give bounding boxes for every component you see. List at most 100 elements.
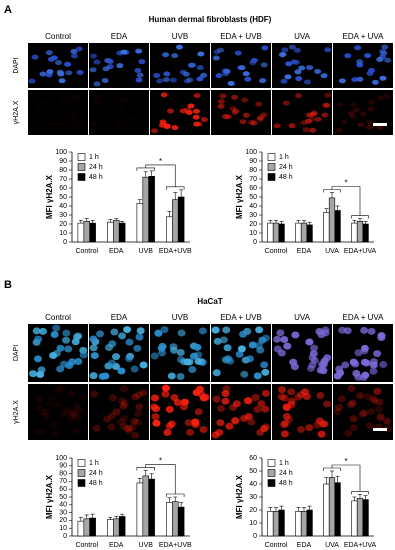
cell-nucleus bbox=[52, 324, 61, 332]
cell-nucleus bbox=[41, 412, 50, 420]
cell-nucleus bbox=[192, 108, 200, 114]
cell-nucleus bbox=[34, 403, 43, 411]
y-tick-label: 100 bbox=[245, 149, 257, 156]
cell-nucleus bbox=[194, 357, 203, 365]
cell-nucleus bbox=[150, 352, 159, 360]
cell-nucleus bbox=[305, 424, 314, 432]
cell-nucleus bbox=[244, 397, 253, 405]
cell-nucleus bbox=[29, 370, 38, 378]
cell-nucleus bbox=[89, 335, 98, 343]
y-axis-label: MFI γH2A.X bbox=[45, 474, 54, 519]
legend-swatch bbox=[77, 479, 86, 487]
cell-nucleus bbox=[116, 63, 124, 69]
cell-nucleus bbox=[352, 369, 361, 377]
cell-nucleus bbox=[288, 44, 296, 50]
cell-nucleus bbox=[127, 115, 134, 120]
legend-label: 48 h bbox=[279, 480, 293, 487]
y-tick-label: 40 bbox=[59, 203, 67, 210]
bar bbox=[118, 222, 126, 243]
bar bbox=[272, 222, 280, 243]
cell-nucleus bbox=[93, 59, 101, 65]
bar bbox=[177, 196, 185, 243]
significance-mark: * bbox=[344, 179, 347, 188]
cell-nucleus bbox=[314, 116, 322, 122]
y-tick-label: 70 bbox=[59, 176, 67, 183]
micrograph bbox=[89, 90, 149, 135]
cell-nucleus bbox=[70, 113, 78, 119]
bar bbox=[351, 222, 358, 243]
cell-nucleus bbox=[250, 120, 258, 126]
cell-nucleus bbox=[217, 103, 225, 109]
cell-nucleus bbox=[162, 77, 170, 83]
cell-nucleus bbox=[294, 47, 302, 53]
bracket bbox=[323, 467, 341, 471]
cell-nucleus bbox=[171, 125, 179, 131]
panel-label: B bbox=[4, 279, 12, 291]
y-tick-label: 80 bbox=[59, 470, 67, 477]
cell-nucleus bbox=[65, 362, 74, 370]
cell-nucleus bbox=[187, 103, 195, 109]
bar bbox=[166, 502, 173, 537]
cell-nucleus bbox=[90, 352, 99, 360]
cell-nucleus bbox=[273, 335, 282, 343]
cell-nucleus bbox=[161, 390, 170, 398]
cell-nucleus bbox=[315, 417, 324, 425]
cell-nucleus bbox=[377, 332, 386, 340]
cell-nucleus bbox=[135, 127, 142, 132]
cell-nucleus bbox=[217, 47, 225, 53]
cell-nucleus bbox=[89, 67, 97, 73]
bar bbox=[148, 176, 155, 243]
micrograph bbox=[272, 90, 332, 135]
column-label: EDA + UVA bbox=[343, 32, 385, 41]
bar bbox=[328, 197, 336, 243]
x-tick-label: Control bbox=[265, 248, 288, 255]
cell-nucleus bbox=[37, 366, 46, 374]
cell-nucleus bbox=[134, 391, 143, 399]
cell-nucleus bbox=[356, 76, 364, 82]
cell-nucleus bbox=[247, 418, 256, 426]
cell-nucleus bbox=[261, 389, 270, 397]
y-tick-label: 70 bbox=[59, 478, 67, 485]
cell-nucleus bbox=[35, 428, 44, 436]
cell-nucleus bbox=[120, 399, 129, 407]
cell-nucleus bbox=[256, 428, 265, 436]
cell-nucleus bbox=[119, 422, 128, 430]
cell-nucleus bbox=[151, 128, 159, 134]
cell-nucleus bbox=[133, 418, 142, 426]
cell-nucleus bbox=[64, 345, 73, 353]
cell-nucleus bbox=[308, 116, 316, 122]
cell-nucleus bbox=[357, 122, 365, 128]
y-tick-label: 60 bbox=[249, 185, 257, 192]
y-tick-label: 100 bbox=[55, 149, 67, 156]
y-tick-label: 10 bbox=[59, 525, 67, 532]
cell-nucleus bbox=[231, 109, 239, 115]
cell-nucleus bbox=[227, 80, 235, 86]
cell-nucleus bbox=[347, 110, 355, 116]
cell-nucleus bbox=[180, 358, 189, 366]
cell-nucleus bbox=[160, 92, 168, 98]
cell-nucleus bbox=[324, 47, 332, 53]
cell-nucleus bbox=[198, 327, 207, 335]
bar bbox=[356, 221, 364, 243]
legend-label: 1 h bbox=[279, 154, 289, 161]
legend-label: 24 h bbox=[279, 470, 293, 477]
cell-nucleus bbox=[356, 392, 365, 400]
cell-nucleus bbox=[314, 68, 322, 74]
row-label: DAPI bbox=[13, 57, 20, 73]
cell-nucleus bbox=[158, 349, 167, 357]
cell-nucleus bbox=[61, 122, 68, 127]
cell-nucleus bbox=[333, 408, 342, 416]
cell-nucleus bbox=[162, 52, 170, 58]
cell-nucleus bbox=[35, 104, 42, 109]
cell-nucleus bbox=[368, 99, 376, 105]
cell-nucleus bbox=[57, 71, 65, 77]
cell-nucleus bbox=[373, 387, 382, 395]
y-tick-label: 10 bbox=[249, 230, 257, 237]
cell-nucleus bbox=[136, 72, 144, 78]
cell-nucleus bbox=[384, 57, 392, 63]
cell-nucleus bbox=[344, 429, 353, 437]
cell-nucleus bbox=[76, 69, 84, 75]
cell-nucleus bbox=[62, 329, 71, 337]
cell-nucleus bbox=[338, 78, 346, 84]
cell-nucleus bbox=[273, 345, 282, 353]
